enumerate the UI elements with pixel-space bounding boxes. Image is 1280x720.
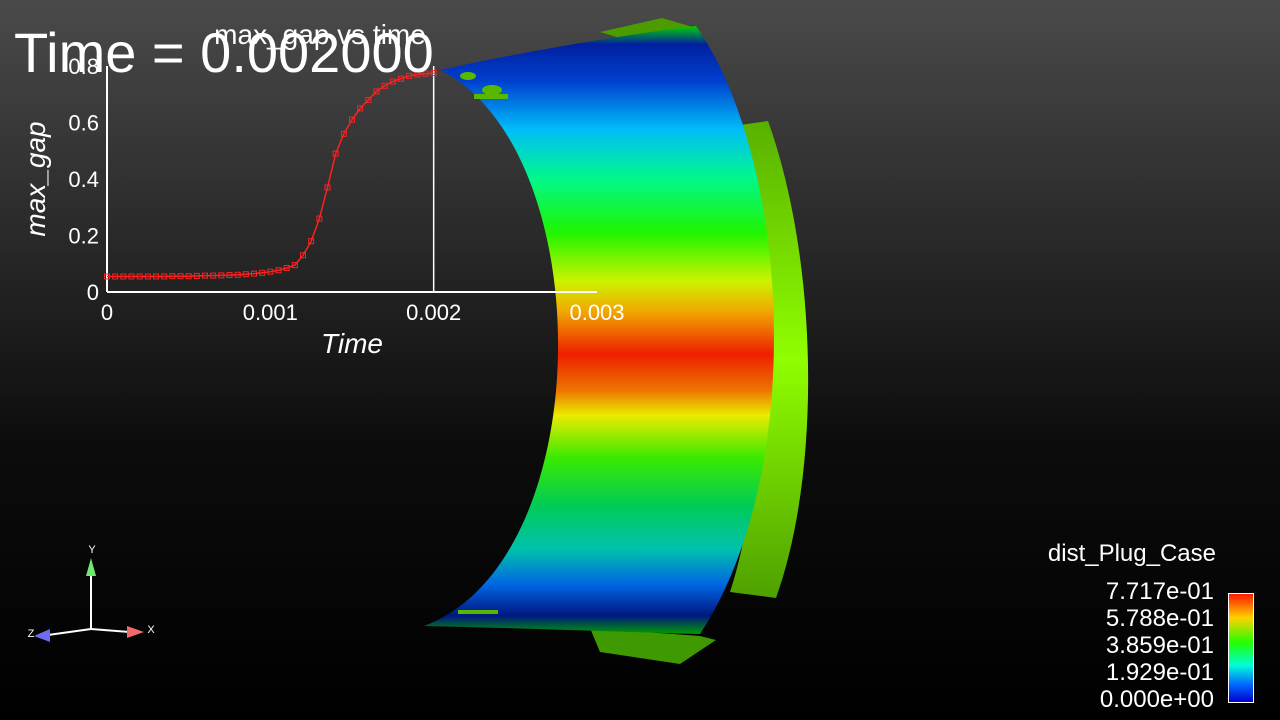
data-point: [275, 267, 282, 274]
triad-x-label: X: [147, 624, 155, 636]
x-tick-label: 0.003: [569, 300, 624, 325]
data-point: [267, 268, 274, 275]
y-tick-label: 0.6: [68, 111, 99, 136]
colorbar-title: dist_Plug_Case: [1047, 540, 1216, 567]
data-point: [283, 264, 290, 271]
case-shell-bottom: [590, 628, 716, 664]
data-point: [218, 272, 225, 279]
data-point: [128, 273, 135, 280]
data-point: [349, 116, 355, 123]
data-point: [136, 273, 143, 280]
z-axis-arrow-icon: [34, 629, 50, 642]
data-point: [234, 271, 241, 278]
colorbar-tick: 7.717e-01: [1105, 578, 1214, 605]
colorbar-tick: 5.788e-01: [1105, 605, 1214, 632]
data-point: [161, 273, 168, 280]
contact-patches: [458, 72, 508, 614]
data-point: [324, 184, 331, 191]
y-tick-label: 0: [87, 280, 99, 305]
data-point: [153, 273, 159, 280]
data-point: [144, 273, 151, 280]
data-point: [242, 271, 249, 278]
data-point: [422, 70, 429, 77]
data-point: [300, 252, 306, 259]
colorbar-tick: 0.000e+00: [1099, 686, 1214, 713]
x-tick-label: 0: [101, 300, 113, 325]
data-point: [185, 273, 192, 280]
data-point: [120, 273, 127, 280]
data-point: [291, 262, 298, 269]
data-point: [430, 70, 437, 77]
y-tick-label: 0.4: [68, 167, 99, 192]
y-axis-arrow-icon: [86, 558, 96, 576]
data-point: [259, 269, 266, 276]
y-tick-label: 0.2: [68, 224, 99, 249]
triad-y-label: Y: [88, 544, 96, 556]
data-point: [104, 273, 110, 280]
y-tick-label: 0.8: [68, 54, 99, 79]
data-point: [112, 273, 119, 280]
line-chart: max_gap vs time 0 0.001 0.002 0.003 0 0.2 0.4…: [20, 19, 625, 359]
time-annotation: Time = 0.002000: [14, 21, 434, 84]
data-point: [202, 272, 208, 279]
data-point: [177, 273, 184, 280]
data-point: [210, 272, 217, 279]
data-point: [332, 150, 339, 157]
y-axis-label: max_gap: [20, 121, 51, 236]
x-tick-label: 0.001: [243, 300, 298, 325]
data-point: [398, 75, 404, 82]
data-point: [381, 82, 388, 89]
data-point: [226, 272, 233, 279]
data-point: [340, 130, 347, 137]
data-point: [169, 273, 176, 280]
data-point: [316, 215, 323, 222]
data-point: [193, 272, 200, 279]
chart-title: max_gap vs time: [214, 19, 426, 50]
x-axis-label: Time: [321, 328, 383, 359]
colorbar-tick: 1.929e-01: [1105, 659, 1214, 686]
triad-z-label: Z: [28, 628, 35, 640]
x-axis-arrow-icon: [127, 626, 144, 638]
colorbar: [1228, 593, 1254, 703]
data-point: [406, 72, 413, 79]
data-point: [308, 238, 315, 245]
orientation-axes: Y X Z: [28, 544, 155, 642]
data-point: [357, 105, 364, 112]
x-tick-label: 0.002: [406, 300, 461, 325]
data-point: [365, 96, 372, 103]
data-point: [251, 270, 257, 277]
series-line-max-gap: [107, 72, 434, 278]
data-point: [389, 78, 396, 85]
data-point: [373, 88, 380, 95]
colorbar-tick: 3.859e-01: [1105, 632, 1214, 659]
plug-shell-shading: [424, 26, 774, 634]
data-point: [414, 71, 421, 78]
